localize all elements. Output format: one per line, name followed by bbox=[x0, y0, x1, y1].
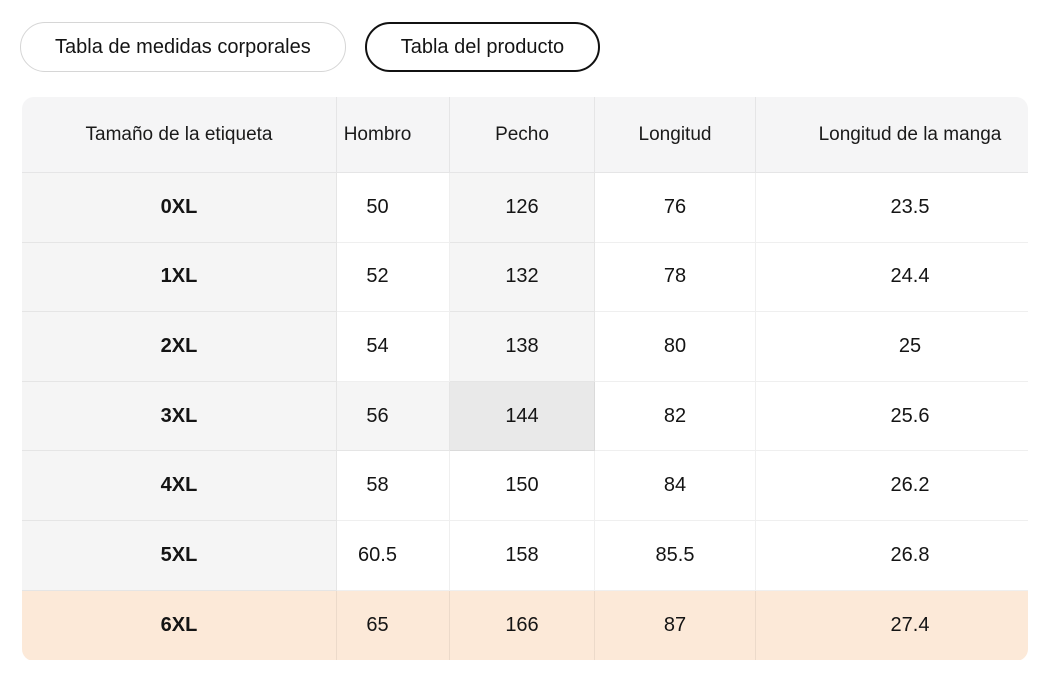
tab-product-measurements[interactable]: Tabla del producto bbox=[364, 22, 601, 72]
value-cell[interactable]: 78 bbox=[595, 242, 756, 313]
value-cell[interactable]: 80 bbox=[595, 312, 756, 382]
size-cell[interactable]: 3XL bbox=[22, 381, 337, 452]
value-cell[interactable]: 132 bbox=[450, 242, 595, 313]
column-header-chest: Pecho bbox=[450, 97, 595, 173]
table-header-row: Tamaño de la etiqueta Hombro Pecho Longi… bbox=[22, 97, 1028, 173]
column-header-length: Longitud bbox=[595, 97, 756, 173]
table-row: 1XL 52 132 78 24.4 bbox=[22, 242, 1028, 313]
size-table: Tamaño de la etiqueta Hombro Pecho Longi… bbox=[22, 97, 1028, 661]
value-cell[interactable]: 166 bbox=[450, 590, 595, 661]
value-cell[interactable]: 126 bbox=[450, 173, 595, 243]
value-cell[interactable]: 138 bbox=[450, 312, 595, 382]
size-cell[interactable]: 1XL bbox=[22, 242, 337, 313]
value-cell[interactable]: 87 bbox=[595, 590, 756, 661]
value-cell[interactable]: 82 bbox=[595, 381, 756, 452]
value-cell[interactable]: 23.5 bbox=[756, 173, 1028, 243]
size-table-container: Tamaño de la etiqueta Hombro Pecho Longi… bbox=[22, 97, 1028, 661]
value-cell[interactable]: 85.5 bbox=[595, 520, 756, 591]
size-cell[interactable]: 4XL bbox=[22, 451, 337, 521]
value-cell[interactable]: 26.8 bbox=[756, 520, 1028, 591]
table-row-selected: 6XL 65 166 87 27.4 bbox=[22, 590, 1028, 661]
tab-body-measurements[interactable]: Tabla de medidas corporales bbox=[20, 22, 346, 72]
value-cell[interactable]: 25.6 bbox=[756, 381, 1028, 452]
value-cell[interactable]: 158 bbox=[450, 520, 595, 591]
size-table-scroll[interactable]: Tamaño de la etiqueta Hombro Pecho Longi… bbox=[22, 97, 1028, 661]
size-cell[interactable]: 5XL bbox=[22, 520, 337, 591]
size-cell[interactable]: 6XL bbox=[22, 590, 337, 661]
value-cell[interactable]: 24.4 bbox=[756, 242, 1028, 313]
column-header-sleeve-length: Longitud de la manga bbox=[756, 97, 1028, 173]
value-cell[interactable]: 150 bbox=[450, 451, 595, 521]
table-row: 2XL 54 138 80 25 bbox=[22, 312, 1028, 382]
size-cell[interactable]: 0XL bbox=[22, 173, 337, 243]
value-cell[interactable]: 76 bbox=[595, 173, 756, 243]
value-cell[interactable]: 25 bbox=[756, 312, 1028, 382]
value-cell[interactable]: 84 bbox=[595, 451, 756, 521]
value-cell[interactable]: 26.2 bbox=[756, 451, 1028, 521]
value-cell[interactable]: 27.4 bbox=[756, 590, 1028, 661]
chart-type-tabs: Tabla de medidas corporales Tabla del pr… bbox=[20, 22, 601, 72]
table-row: 0XL 50 126 76 23.5 bbox=[22, 173, 1028, 243]
size-cell[interactable]: 2XL bbox=[22, 312, 337, 382]
value-cell-hovered[interactable]: 144 bbox=[450, 381, 595, 452]
table-row: 4XL 58 150 84 26.2 bbox=[22, 451, 1028, 521]
table-row-hovered: 3XL 56 144 82 25.6 bbox=[22, 381, 1028, 452]
column-header-label-size: Tamaño de la etiqueta bbox=[22, 97, 337, 173]
table-row: 5XL 60.5 158 85.5 26.8 bbox=[22, 520, 1028, 591]
